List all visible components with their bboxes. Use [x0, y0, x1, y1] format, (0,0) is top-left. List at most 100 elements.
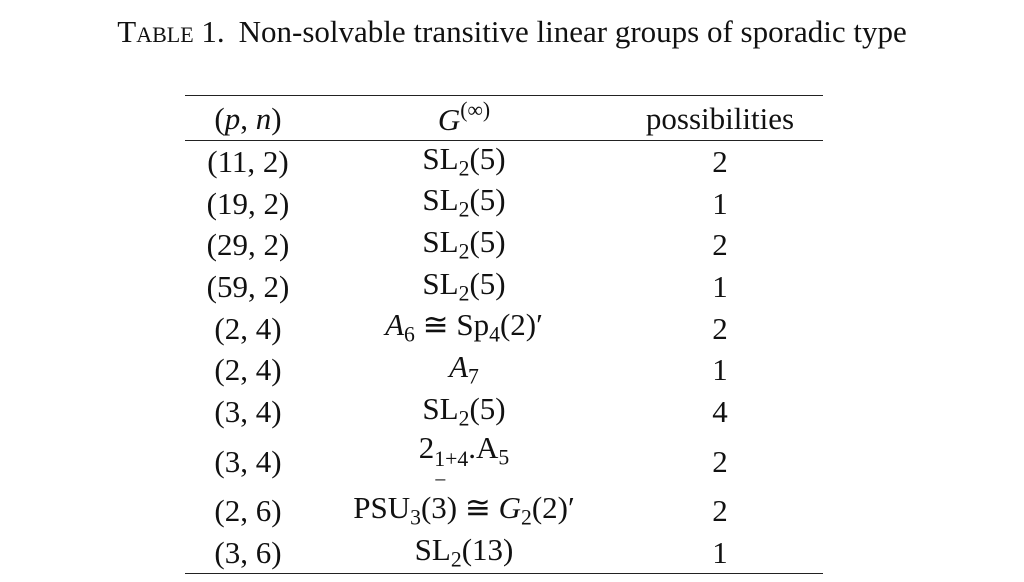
table-cell: (19, 2)	[185, 182, 311, 224]
table-cell: A6 ≅ Sp4(2)′	[311, 307, 617, 349]
header-cell: G(∞)	[311, 96, 617, 141]
table-cell: (11, 2)	[185, 141, 311, 183]
text: (19, 2)	[206, 185, 290, 221]
table-cell: (3, 4)	[185, 391, 311, 433]
subscript: 4	[489, 322, 500, 347]
subscript: 2	[458, 281, 470, 306]
text: SL	[422, 224, 459, 260]
italic-text: G	[498, 490, 521, 526]
table-cell: 1	[617, 182, 823, 224]
text: 1	[712, 268, 728, 304]
text: SL	[422, 390, 459, 426]
text: SL	[422, 265, 459, 301]
table-cell: (3, 6)	[185, 532, 311, 574]
table-cell: (3, 4)	[185, 432, 311, 490]
subscript: 2	[458, 197, 470, 222]
text: (5)	[469, 224, 506, 260]
table-header: (p, n) G(∞) possibilities	[185, 95, 823, 141]
table-row: (3, 4) 2−1+4 .A5 2	[185, 432, 823, 490]
table-row: (29, 2) SL2(5) 2	[185, 224, 823, 266]
table-row: (11, 2) SL2(5) 2	[185, 141, 823, 183]
table-row: (2, 4) A6 ≅ Sp4(2)′ 2	[185, 307, 823, 349]
subscript: −	[434, 467, 447, 492]
subscript: 3	[410, 505, 421, 530]
table-row: (2, 6) PSU3(3) ≅ G2(2)′ 2	[185, 490, 823, 532]
text: 2	[712, 493, 728, 529]
text: 2	[712, 227, 728, 263]
caption-text: Non-solvable transitive linear groups of…	[238, 14, 907, 49]
text: 1	[712, 185, 728, 221]
text: SL	[422, 182, 459, 218]
text: SL	[414, 531, 451, 567]
italic-text: A	[449, 349, 469, 385]
subscript: 2	[458, 239, 470, 264]
header-cell: (p, n)	[185, 96, 311, 141]
header-cell: possibilities	[617, 96, 823, 141]
text: ≅ Sp	[414, 307, 490, 343]
text: (29, 2)	[206, 227, 290, 263]
table-row: (3, 6) SL2(13) 1	[185, 532, 823, 574]
table-cell: SL2(5)	[311, 141, 617, 183]
text: (2, 4)	[214, 310, 282, 346]
text: (2)′	[531, 490, 575, 526]
text: (2, 6)	[214, 493, 282, 529]
text: (	[214, 100, 225, 136]
table-cell: A7	[311, 349, 617, 391]
text: (3) ≅	[420, 490, 499, 526]
text: (5)	[469, 140, 506, 176]
table-cell: 1	[617, 349, 823, 391]
text: (2, 4)	[214, 352, 282, 388]
text: (13)	[461, 531, 514, 567]
text: (5)	[469, 182, 506, 218]
subscript: 2	[458, 406, 470, 431]
table-cell: 2−1+4 .A5	[311, 432, 617, 490]
italic-text: n	[255, 100, 272, 136]
text: (3, 6)	[214, 534, 282, 570]
text: (11, 2)	[207, 144, 289, 180]
text: ,	[240, 100, 256, 136]
table: (p, n) G(∞) possibilities (11, 2) SL2(5) 2 (1…	[185, 95, 823, 574]
subscript: 5	[498, 445, 510, 470]
subscript: 7	[468, 364, 479, 389]
text: (2)′	[499, 307, 543, 343]
table-cell: 2	[617, 141, 823, 183]
table-cell: SL2(13)	[311, 532, 617, 574]
text: 2	[712, 144, 728, 180]
table-cell: 4	[617, 391, 823, 433]
subscript: 2	[458, 156, 470, 181]
text: (5)	[469, 390, 506, 426]
table-cell: (2, 4)	[185, 349, 311, 391]
table-cell: (59, 2)	[185, 266, 311, 308]
text: 2	[712, 310, 728, 346]
text: 1	[712, 352, 728, 388]
italic-text: A	[385, 307, 405, 343]
text: SL	[422, 140, 459, 176]
superscript: 1+4	[434, 446, 469, 471]
text: PSU	[353, 490, 411, 526]
table-cell: (2, 6)	[185, 490, 311, 532]
table-cell: SL2(5)	[311, 266, 617, 308]
table-cell: PSU3(3) ≅ G2(2)′	[311, 490, 617, 532]
table-row: (19, 2) SL2(5) 1	[185, 182, 823, 224]
table-cell: 2	[617, 432, 823, 490]
italic-text: G	[437, 102, 461, 138]
superscript: (∞)	[460, 98, 491, 123]
table-cell: (29, 2)	[185, 224, 311, 266]
table-cell: SL2(5)	[311, 224, 617, 266]
table-caption: Table 1. Non-solvable transitive linear g…	[0, 14, 1024, 50]
text: (3, 4)	[214, 393, 282, 429]
table-cell: 2	[617, 307, 823, 349]
subscript: 2	[520, 505, 532, 530]
table-cell: SL2(5)	[311, 182, 617, 224]
italic-text: p	[224, 100, 241, 136]
text: possibilities	[645, 100, 795, 136]
subscript: 6	[404, 322, 415, 347]
table-cell: (2, 4)	[185, 307, 311, 349]
text: 1	[712, 534, 728, 570]
table-row: (3, 4) SL2(5) 4	[185, 391, 823, 433]
table-cell: 2	[617, 224, 823, 266]
header-row: (p, n) G(∞) possibilities	[185, 95, 823, 141]
caption-label: Table 1.	[117, 14, 225, 49]
table-row: (2, 4) A7 1	[185, 349, 823, 391]
